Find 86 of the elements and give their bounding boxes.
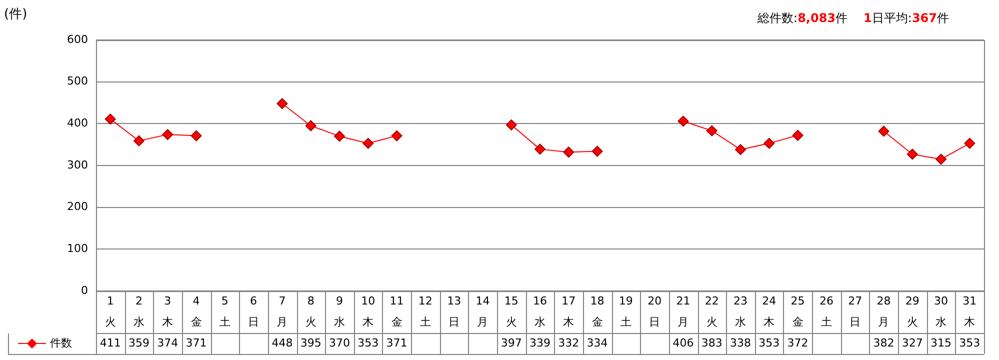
point <box>592 146 603 157</box>
point <box>133 135 144 146</box>
x-tick-label: 22 火 <box>704 294 719 328</box>
x-tick-label: 6 日 <box>248 294 260 328</box>
point <box>563 146 574 158</box>
point <box>678 116 689 127</box>
data-label: 353 <box>758 336 780 350</box>
point <box>362 138 374 149</box>
x-tick-label: 17 木 <box>562 294 576 328</box>
x-tick-label: 12 土 <box>418 294 432 328</box>
point <box>534 144 546 155</box>
x-tick-label: 1 火 <box>104 294 116 328</box>
x-tick-label: 15 火 <box>504 294 518 328</box>
data-label: 371 <box>186 336 207 350</box>
data-label: 339 <box>530 336 550 350</box>
point <box>706 125 718 136</box>
data-label: 353 <box>358 336 379 350</box>
data-label: 334 <box>586 336 608 350</box>
point <box>878 126 890 137</box>
data-label: 395 <box>300 336 322 350</box>
point <box>190 130 202 142</box>
data-label: 338 <box>730 336 752 350</box>
data-label: 332 <box>558 336 580 350</box>
y-tick-label: 100 <box>67 242 88 256</box>
point <box>506 119 517 130</box>
x-tick-label: 9 水 <box>334 294 345 328</box>
data-label: 383 <box>701 336 722 350</box>
x-tick-label: 31 木 <box>962 294 977 328</box>
text: 1日平均:367件 <box>864 11 949 25</box>
x-tick-label: 13 日 <box>447 294 462 328</box>
y-axis-title: (件) <box>4 6 28 22</box>
point <box>964 138 976 149</box>
data-label: 372 <box>787 336 808 350</box>
data-label: 315 <box>930 336 952 350</box>
x-tick-label: 19 土 <box>618 294 633 328</box>
point <box>936 154 947 165</box>
point <box>906 148 918 160</box>
y-tick-label: 400 <box>67 116 88 130</box>
x-tick-label: 2 水 <box>133 294 144 328</box>
y-tick-label: 300 <box>67 158 88 172</box>
x-tick-label: 18 金 <box>590 294 604 328</box>
x-tick-label: 23 水 <box>734 294 748 328</box>
point <box>104 114 116 125</box>
legend-label: 件数 <box>50 336 72 350</box>
x-tick-label: 29 火 <box>905 294 920 328</box>
x-tick-label: 20 日 <box>648 294 662 328</box>
x-tick-label: 14 月 <box>476 294 490 328</box>
data-label: 382 <box>873 336 894 350</box>
data-label: 370 <box>328 336 350 350</box>
x-tick-label: 11 金 <box>390 294 404 328</box>
x-tick-label: 30 水 <box>934 294 948 328</box>
data-label: 359 <box>128 336 150 350</box>
x-tick-label: 3 木 <box>162 294 174 328</box>
x-tick-label: 7 月 <box>276 294 288 328</box>
point <box>391 130 402 142</box>
point <box>276 98 288 110</box>
data-label: 327 <box>902 336 923 350</box>
x-tick-label: 27 日 <box>848 294 862 328</box>
x-tick-label: 24 木 <box>762 294 776 328</box>
x-tick-label: 26 土 <box>819 294 834 328</box>
y-tick-label: 0 <box>81 284 88 297</box>
data-label: 411 <box>100 336 121 350</box>
point <box>735 144 746 156</box>
point <box>162 129 174 140</box>
x-tick-label: 21 月 <box>676 294 690 328</box>
text: 総件数:8,083件 <box>758 11 848 25</box>
x-tick-label: 4 金 <box>190 294 202 328</box>
y-tick-label: 200 <box>67 200 88 214</box>
point <box>334 130 345 142</box>
x-tick-label: 10 木 <box>361 294 376 328</box>
data-label: 448 <box>272 336 293 350</box>
x-tick-label: 5 土 <box>219 294 230 328</box>
y-tick-label: 500 <box>67 74 88 88</box>
x-tick-label: 16 水 <box>533 294 547 328</box>
point <box>792 130 804 141</box>
data-label: 371 <box>386 336 408 350</box>
point <box>305 120 316 132</box>
x-tick-label: 8 火 <box>305 294 316 328</box>
data-label: 374 <box>157 336 178 350</box>
data-label: 353 <box>959 336 980 350</box>
point <box>764 138 775 149</box>
x-tick-label: 28 月 <box>876 294 891 328</box>
x-tick-label: 25 金 <box>790 294 805 328</box>
data-label: 397 <box>500 336 522 350</box>
data-label: 406 <box>672 336 694 350</box>
y-tick-label: 600 <box>67 32 88 46</box>
